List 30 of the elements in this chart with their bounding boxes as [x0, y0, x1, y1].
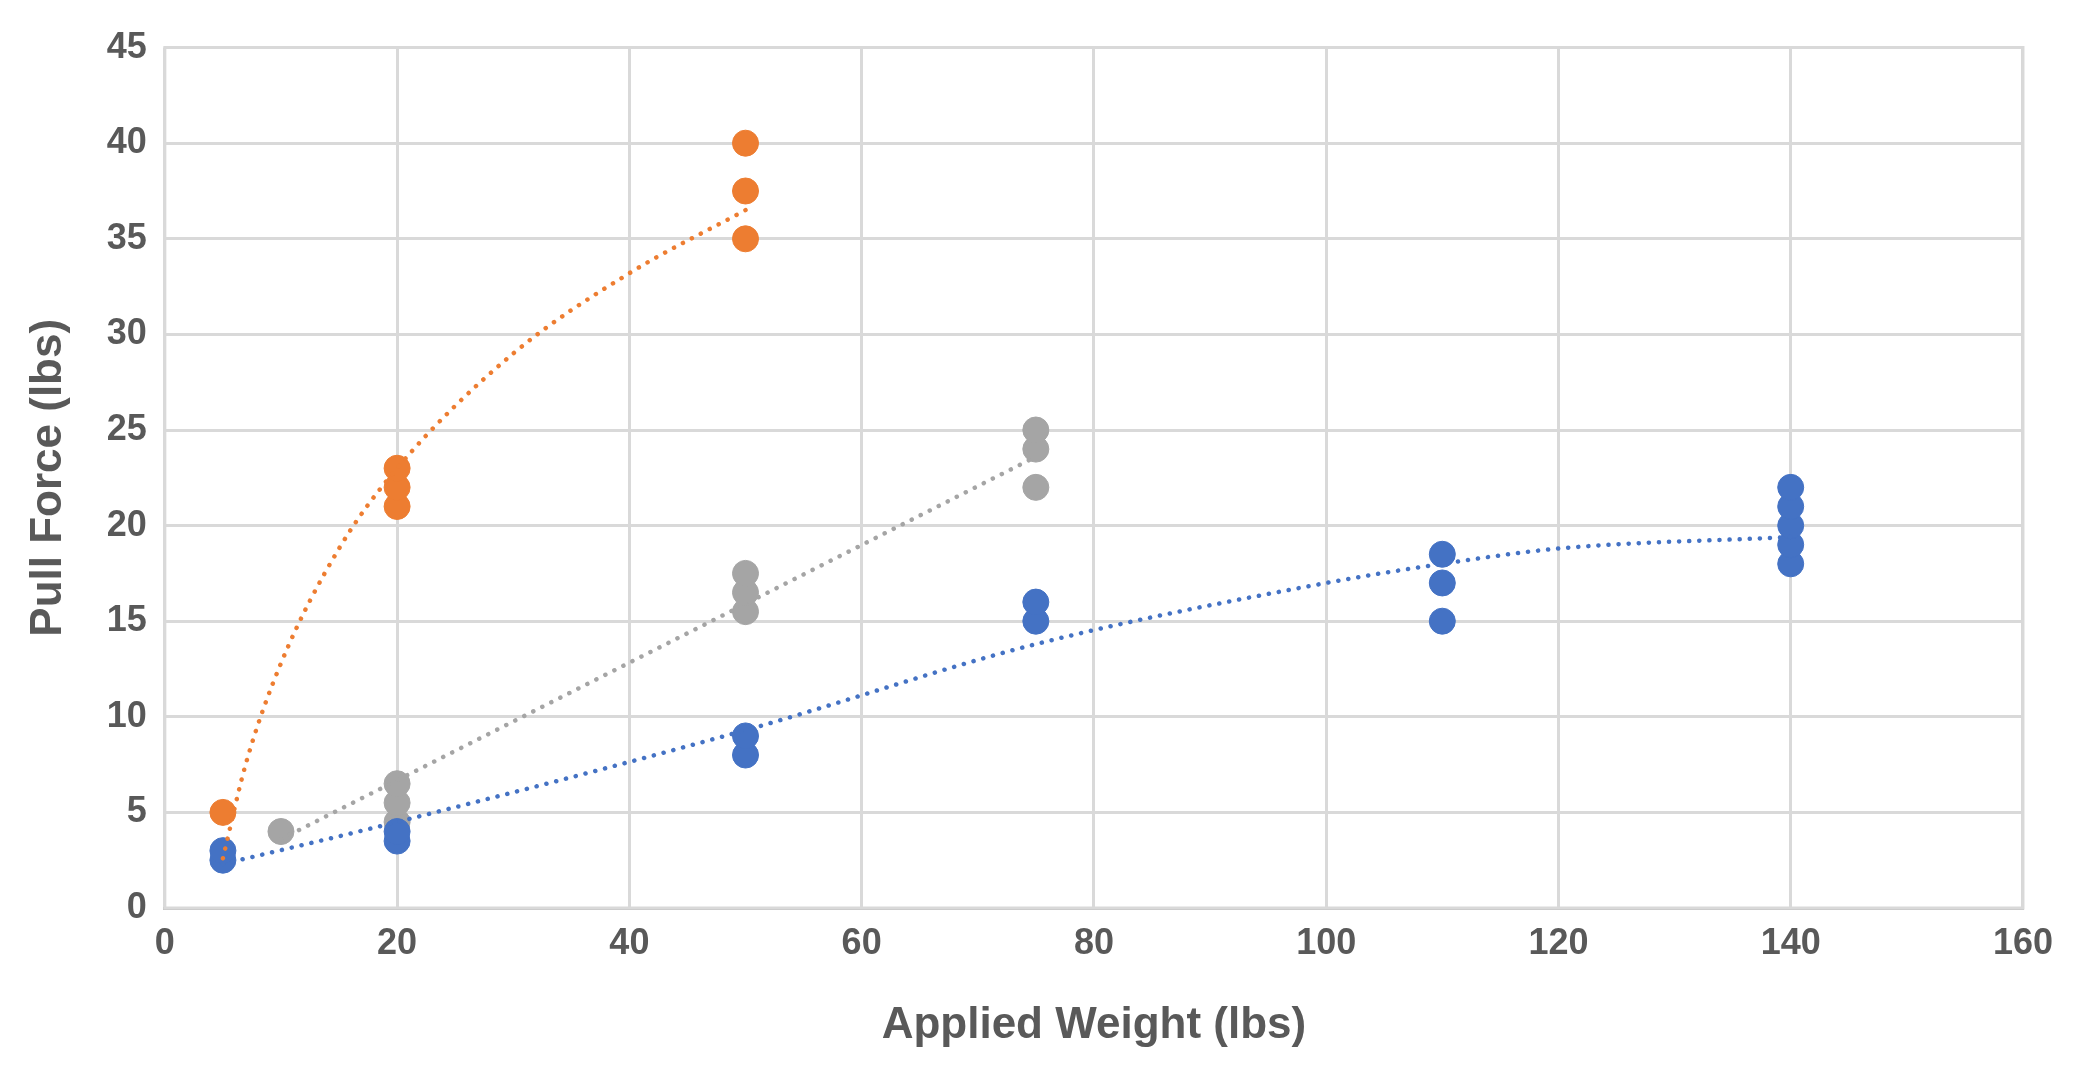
y-tick-label: 10	[106, 693, 147, 735]
y-tick-label: 20	[106, 502, 147, 544]
y-tick-label: 5	[126, 789, 147, 831]
point	[732, 225, 760, 253]
x-tick-label: 140	[1760, 920, 1821, 962]
point	[1022, 473, 1050, 501]
x-tick-label: 120	[1528, 920, 1589, 962]
x-tick-label: 40	[609, 920, 650, 962]
y-tick-label: 45	[106, 24, 147, 66]
point	[1428, 540, 1456, 568]
x-tick-label: 0	[154, 920, 175, 962]
y-axis-title: Pull Force (lbs)	[20, 318, 70, 637]
point	[732, 129, 760, 157]
point	[267, 818, 295, 846]
x-tick-label: 160	[1992, 920, 2054, 962]
x-tick-label: 20	[377, 920, 418, 962]
x-axis-title: Applied Weight (lbs)	[881, 997, 1307, 1047]
point	[1428, 607, 1456, 635]
x-tick-label: 80	[1073, 920, 1114, 962]
y-tick-label: 0	[126, 884, 147, 926]
y-tick-label: 25	[106, 406, 147, 448]
y-tick-label: 35	[106, 215, 147, 257]
x-tick-label: 60	[841, 920, 882, 962]
point	[732, 177, 760, 205]
x-tick-label: 100	[1296, 920, 1357, 962]
y-tick-label: 15	[106, 598, 147, 640]
point	[1428, 569, 1456, 597]
point	[209, 798, 237, 826]
y-tick-label: 40	[106, 120, 147, 162]
y-tick-label: 30	[106, 311, 147, 353]
